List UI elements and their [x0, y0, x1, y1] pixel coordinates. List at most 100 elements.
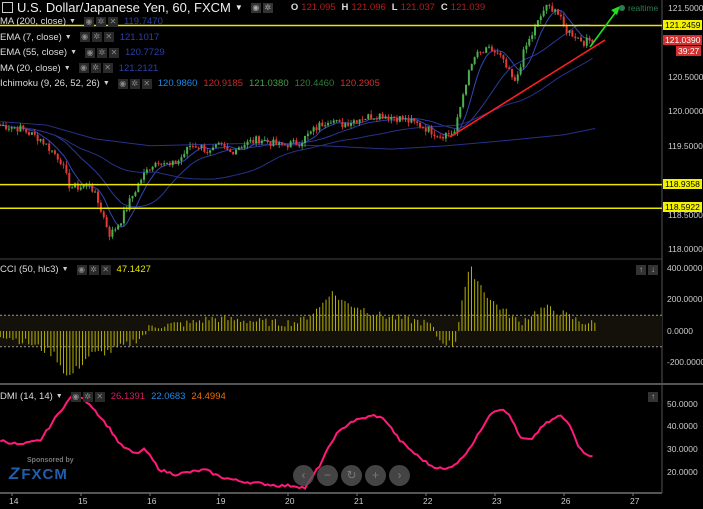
candle-body: [56, 154, 59, 160]
chevron-down-icon[interactable]: ▼: [63, 64, 71, 72]
scroll-left-button[interactable]: ‹: [293, 465, 314, 486]
candle-body: [212, 147, 215, 151]
candle-body: [588, 37, 591, 41]
gear-icon[interactable]: ✲: [97, 47, 107, 58]
gear-icon[interactable]: ✲: [95, 16, 106, 27]
visibility-icon[interactable]: ◉: [85, 47, 95, 58]
cci-legend: CCI (50, hlc3) ▼ ◉ ✲ ✕ 47.1427: [0, 264, 151, 275]
indicator-label[interactable]: Ichimoku (9, 26, 52, 26): [0, 78, 100, 89]
candle-body: [306, 133, 309, 137]
candle-body: [318, 122, 321, 131]
candle-body: [160, 163, 163, 165]
chevron-down-icon[interactable]: ▼: [61, 266, 69, 273]
candle-body: [329, 122, 332, 124]
candle-body: [381, 113, 384, 119]
zoom-in-button[interactable]: +: [365, 465, 386, 486]
gear-icon[interactable]: ✲: [88, 264, 99, 275]
visibility-icon[interactable]: ◉: [70, 391, 81, 402]
candle-body: [53, 150, 56, 155]
zoom-out-button[interactable]: −: [317, 465, 338, 486]
candle-body: [309, 131, 312, 134]
move-down-icon[interactable]: ↓: [648, 265, 658, 275]
arrow-head-icon: [611, 6, 620, 15]
chevron-down-icon[interactable]: ▼: [234, 3, 243, 12]
chevron-down-icon[interactable]: ▼: [55, 393, 63, 400]
candle-body: [186, 146, 189, 154]
candle-body: [79, 187, 82, 190]
candle-body: [30, 132, 33, 135]
dmi-label: DMI (14, 14): [0, 391, 53, 402]
candle-body: [585, 37, 588, 46]
indicator-label[interactable]: EMA (55, close): [0, 47, 68, 58]
visibility-icon[interactable]: ◉: [83, 16, 94, 27]
gear-icon[interactable]: ✲: [90, 63, 101, 73]
candle-body: [36, 134, 39, 141]
candle-body: [105, 217, 108, 228]
time-tick: 22: [423, 496, 433, 506]
move-up-icon[interactable]: ↑: [636, 265, 646, 275]
indicator-label[interactable]: EMA (7, close): [0, 31, 62, 43]
chevron-down-icon[interactable]: ▼: [69, 18, 76, 25]
close-icon[interactable]: ✕: [94, 391, 105, 402]
ohlc-value: 121.037: [400, 2, 435, 13]
visibility-icon[interactable]: ◉: [250, 2, 261, 13]
candle-body: [131, 196, 134, 199]
candle-body: [375, 118, 378, 120]
gear-icon[interactable]: ✲: [82, 391, 93, 402]
chevron-down-icon[interactable]: ▼: [70, 49, 77, 56]
time-tick: 23: [492, 496, 502, 506]
gear-icon[interactable]: ✲: [129, 78, 140, 89]
realtime-label[interactable]: realtime: [628, 3, 659, 13]
candle-body: [421, 127, 424, 129]
candle-body: [171, 160, 174, 166]
reset-button[interactable]: ↻: [341, 465, 362, 486]
indicator-label[interactable]: MA (20, close): [0, 62, 61, 74]
visibility-icon[interactable]: ◉: [78, 63, 89, 73]
move-up-icon[interactable]: ↑: [648, 392, 658, 402]
gear-icon[interactable]: ✲: [262, 2, 273, 13]
fxcm-logo[interactable]: Z FXCM: [9, 464, 68, 484]
gear-icon[interactable]: ✲: [91, 32, 102, 42]
candle-body: [42, 139, 45, 145]
candle-body: [321, 122, 324, 127]
candle-body: [214, 144, 217, 148]
ohlc-value: 121.039: [450, 2, 486, 13]
close-icon[interactable]: ✕: [107, 16, 118, 27]
candle-body: [462, 94, 465, 108]
chevron-down-icon[interactable]: ▼: [64, 33, 72, 41]
indicator-legend: MA (200, close) ▼ ◉ ✲ ✕ 119.7470: [0, 16, 163, 27]
close-icon[interactable]: ✕: [103, 32, 114, 42]
indicator-legend: Ichimoku (9, 26, 52, 26) ▼ ◉ ✲ ✕ 120.9860…: [0, 78, 380, 89]
close-icon[interactable]: ✕: [141, 78, 152, 89]
visibility-icon[interactable]: ◉: [76, 264, 87, 275]
candle-body: [502, 55, 505, 60]
fxcm-brand: FXCM: [21, 465, 68, 483]
collapse-icon[interactable]: [2, 2, 13, 13]
candle-body: [315, 127, 318, 131]
symbol-title[interactable]: U.S. Dollar/Japanese Yen, 60, FXCM: [17, 0, 231, 15]
time-tick: 19: [216, 496, 226, 506]
candle-body: [465, 84, 468, 95]
candle-body: [508, 67, 511, 70]
candle-body: [562, 16, 565, 26]
candle-body: [19, 125, 22, 132]
candle-body: [260, 140, 263, 144]
indicator-label[interactable]: MA (200, close): [0, 16, 66, 27]
close-icon[interactable]: ✕: [102, 63, 113, 73]
chevron-down-icon[interactable]: ▼: [102, 80, 110, 87]
visibility-icon[interactable]: ◉: [79, 32, 90, 42]
candle-body: [430, 126, 433, 135]
candle-body: [189, 146, 192, 148]
candle-body: [335, 120, 338, 122]
candle-body: [571, 30, 574, 37]
candle-body: [551, 6, 554, 12]
close-icon[interactable]: ✕: [109, 47, 119, 58]
visibility-icon[interactable]: ◉: [117, 78, 128, 89]
scroll-right-button[interactable]: ›: [389, 465, 410, 486]
candle-body: [140, 179, 143, 184]
close-icon[interactable]: ✕: [100, 264, 111, 275]
candle-body: [25, 129, 28, 133]
candle-body: [324, 125, 327, 127]
candle-body: [398, 116, 401, 122]
